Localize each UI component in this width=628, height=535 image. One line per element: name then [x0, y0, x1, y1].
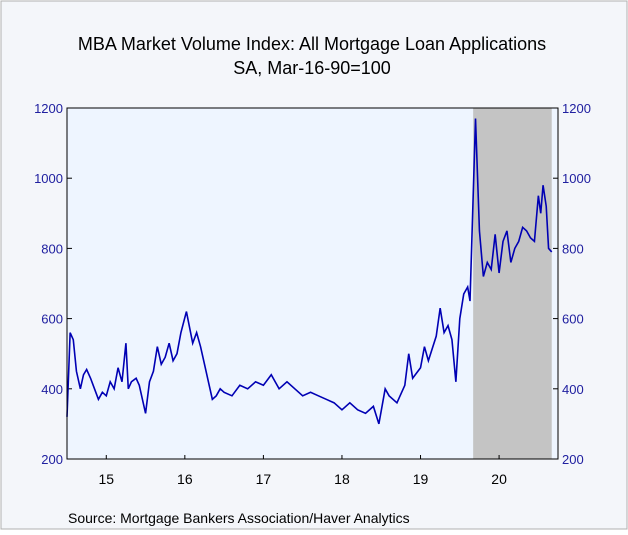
y-tick-label: 600 [41, 312, 63, 327]
x-tick-label: 18 [334, 471, 350, 487]
y-tick-label: 400 [41, 382, 63, 397]
y-tick-label: 1000 [34, 171, 63, 186]
y2-tick-label: 1000 [562, 171, 591, 186]
y2-tick-label: 200 [562, 452, 584, 467]
y-tick-label: 800 [41, 241, 63, 256]
y2-tick-label: 1200 [562, 101, 591, 116]
shaded-region [473, 108, 552, 459]
plot-border [66, 107, 559, 460]
x-tick-label: 16 [177, 471, 193, 487]
y-tick-label: 200 [41, 452, 63, 467]
series-line [66, 118, 553, 425]
x-tick-label: 19 [413, 471, 429, 487]
y-tick-label: 1200 [34, 101, 63, 116]
x-tick-label: 15 [98, 471, 114, 487]
chart-subtitle: SA, Mar-16-90=100 [233, 58, 391, 78]
chart-title: MBA Market Volume Index: All Mortgage Lo… [78, 34, 546, 54]
y2-tick-label: 600 [562, 312, 584, 327]
y2-tick-label: 800 [562, 241, 584, 256]
y2-tick-label: 400 [562, 382, 584, 397]
source-note: Source: Mortgage Bankers Association/Hav… [68, 510, 410, 526]
x-tick-label: 17 [256, 471, 272, 487]
x-tick-label: 20 [491, 471, 507, 487]
